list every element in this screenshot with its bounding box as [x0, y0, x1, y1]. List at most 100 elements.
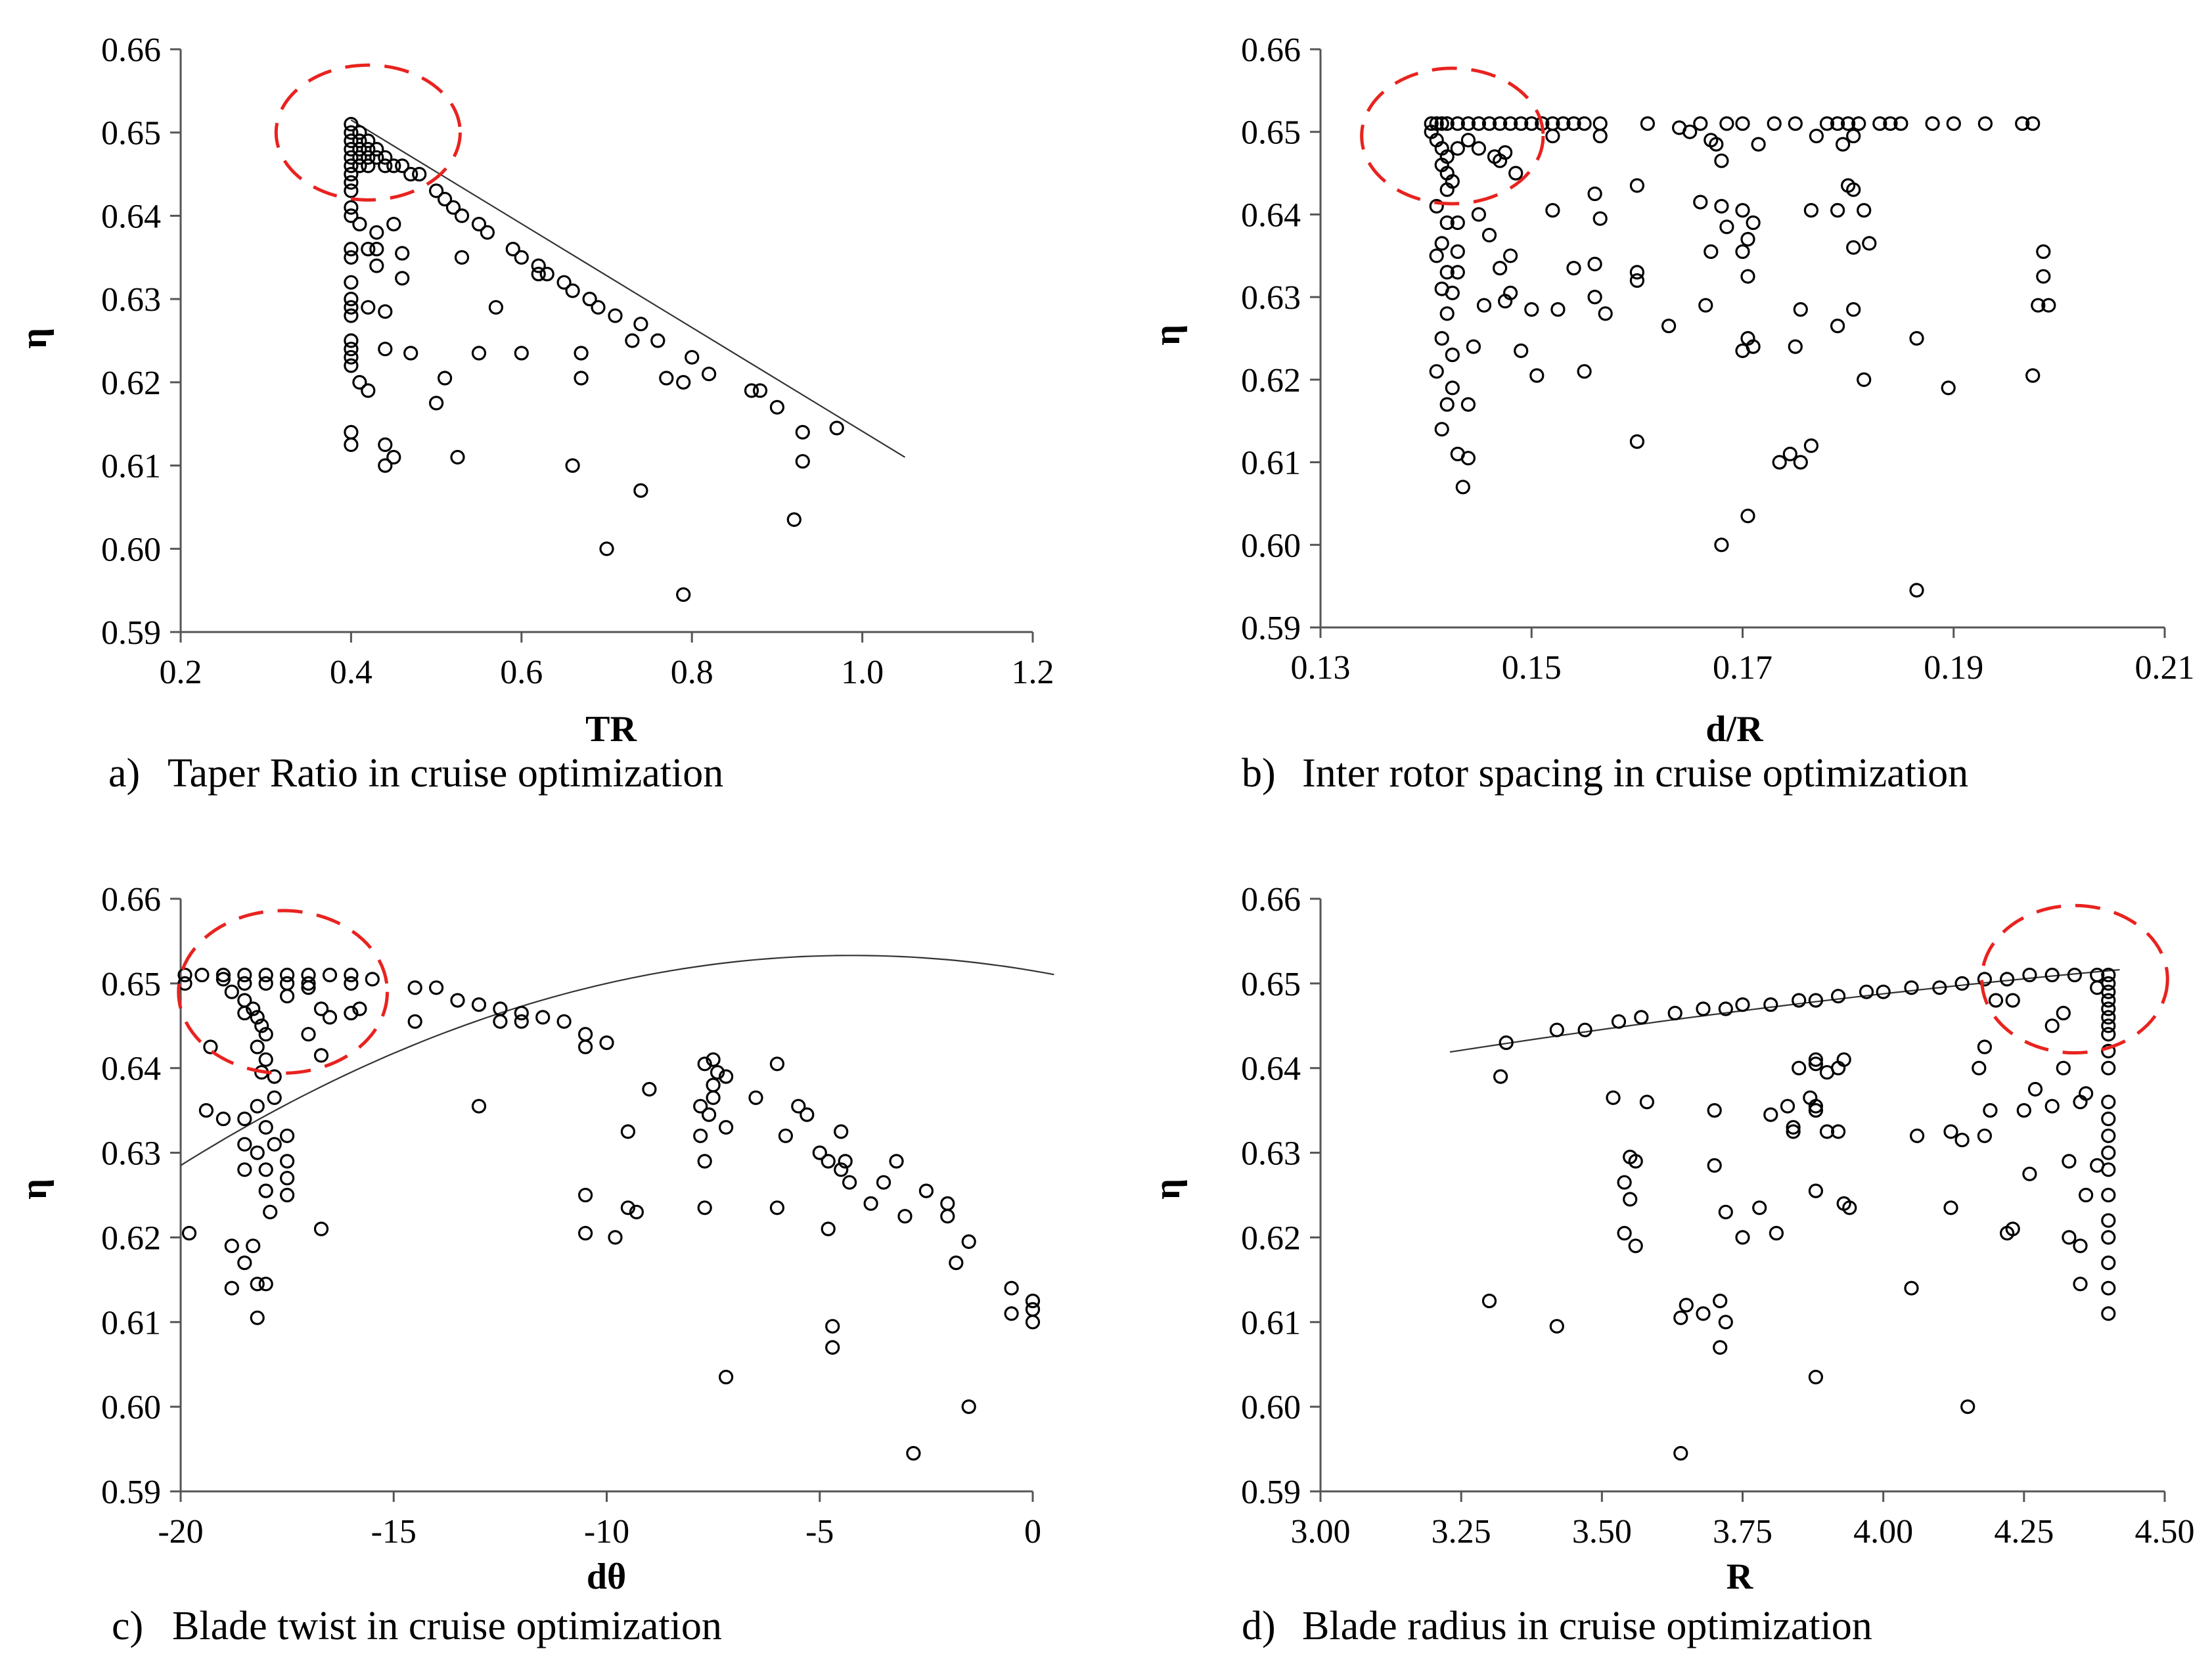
- panel-b-data-point: [1587, 186, 1602, 202]
- panel-b-data-point: [1450, 265, 1465, 280]
- panel-a-data-point: [352, 125, 367, 140]
- panel-c-data-point: [313, 1001, 329, 1016]
- panel-b-y-tick-label: 0.63: [1241, 279, 1301, 317]
- panel-c-data-point: [577, 1187, 593, 1203]
- panel-c-data-point: [889, 1154, 904, 1169]
- panel-c-data-point: [344, 976, 359, 991]
- panel-b-data-point: [1476, 298, 1492, 313]
- panel-c-data-point: [693, 1098, 708, 1114]
- panel-a-data-point: [471, 346, 487, 361]
- panel-a-data-point: [344, 437, 359, 453]
- panel-a-data-point: [378, 437, 393, 453]
- panel-a-data-point: [344, 158, 359, 173]
- panel-c-data-point: [258, 967, 273, 983]
- panel-c-data-point: [1025, 1302, 1041, 1317]
- panel-a-data-point: [344, 133, 359, 148]
- panel-b-data-point: [1740, 232, 1755, 247]
- panel-c-data-point: [718, 1069, 734, 1084]
- panel-c-y-tick-label: 0.59: [101, 1474, 161, 1511]
- panel-d-data-point: [2005, 993, 2020, 1008]
- panel-c-data-point: [961, 1399, 976, 1415]
- panel-d-data-point: [1876, 984, 1891, 999]
- panel-d-data-point: [1808, 1183, 1823, 1198]
- panel-b-data-point: [1460, 397, 1476, 412]
- panel-d-data-point: [1808, 1369, 1823, 1385]
- panel-d-data-point: [1988, 993, 2004, 1008]
- panel-a-data-point: [659, 371, 674, 386]
- panel-c-data-point: [280, 1171, 295, 1186]
- panel-a-data-point: [633, 317, 648, 332]
- panel-a-data-point: [344, 350, 359, 365]
- panel-b-data-point: [1735, 116, 1750, 131]
- panel-b-data-point: [1788, 339, 1803, 354]
- panel-b-data-point: [1439, 215, 1455, 231]
- panel-a-data-point: [361, 150, 376, 165]
- panel-c-data-point: [250, 1039, 265, 1054]
- panel-c-y-tick-label: 0.63: [101, 1135, 161, 1173]
- panel-b-data-point: [1793, 302, 1808, 317]
- panel-c-data-point: [949, 1255, 964, 1271]
- panel-a-data-point: [378, 158, 393, 173]
- panel-b-data-point: [1872, 116, 1887, 131]
- panel-b-data-point: [1704, 244, 1719, 260]
- panel-c-data-point: [629, 1204, 644, 1219]
- panel-d-data-point: [2000, 1225, 2015, 1241]
- panel-b-data-point: [1429, 248, 1444, 263]
- panel-d-data-point: [2062, 1230, 2077, 1245]
- panel-c-data-point: [365, 972, 380, 987]
- panel-b-x-tick-label: 0.19: [1924, 649, 1983, 687]
- panel-d-data-point: [1792, 993, 1807, 1008]
- panel-c-data-point: [407, 980, 422, 995]
- panel-b-data-point: [1809, 128, 1824, 144]
- panel-b-data-point: [1424, 116, 1439, 131]
- panel-d-data-point: [1808, 1056, 1823, 1072]
- panel-d-data-point: [1713, 1340, 1728, 1355]
- panel-b-data-point: [1883, 116, 1898, 131]
- panel-d-data-point: [1623, 1192, 1638, 1207]
- panel-c-data-point: [897, 1209, 913, 1224]
- panel-d-y-tick-label: 0.65: [1241, 966, 1301, 1003]
- panel-d-data-point: [1904, 980, 1919, 995]
- panel-d-data-point: [1792, 1060, 1807, 1076]
- panel-d-data-point: [1943, 1200, 1958, 1215]
- panel-c-y-tick-label: 0.61: [101, 1304, 161, 1342]
- panel-c-caption: Blade twist in cruise optimization: [172, 1604, 722, 1648]
- panel-c-data-point: [940, 1209, 955, 1224]
- panel-d-data-point: [1493, 1069, 1508, 1084]
- panel-c-trendline: [180, 955, 1054, 1166]
- panel-b-data-point: [1439, 306, 1455, 321]
- panel-c-data-point: [237, 1005, 252, 1021]
- panel-b-data-point: [1434, 116, 1449, 131]
- panel-b-data-point: [2041, 298, 2056, 313]
- panel-a-data-point: [539, 267, 554, 282]
- panel-d-data-point: [1696, 1001, 1711, 1016]
- panel-d-data-point: [1673, 1310, 1688, 1325]
- panel-b-y-axis-label: η: [1147, 325, 1188, 346]
- panel-a-data-point: [386, 158, 401, 173]
- panel-c-data-point: [203, 1039, 218, 1054]
- panel-c-data-point: [493, 1014, 508, 1029]
- panel-c-data-point: [825, 1340, 840, 1355]
- panel-c-y-tick-label: 0.64: [101, 1051, 161, 1088]
- panel-b-data-point: [1556, 116, 1571, 131]
- panel-b-data-point: [1471, 141, 1486, 156]
- panel-b-data-point: [1714, 537, 1729, 553]
- panel-b: 0.59 0.60 0.61 0.62 0.63 0.64 0.65 0.66 0.13 0.15…: [1147, 32, 2195, 796]
- panel-b-y-tick-label: 0.62: [1241, 362, 1301, 399]
- panel-c-data-point: [407, 1014, 422, 1029]
- panel-d-y-tick-label: 0.66: [1241, 881, 1301, 918]
- panel-c-data-point: [718, 1120, 734, 1135]
- panel-d-data-point: [1752, 1200, 1767, 1215]
- panel-b-data-point: [1714, 153, 1729, 168]
- panel-d-x-tick-label: 4.25: [1994, 1513, 2054, 1551]
- panel-d-data-point: [1735, 1230, 1750, 1245]
- panel-b-x-tick-label: 0.17: [1713, 649, 1772, 687]
- panel-b-data-point: [1524, 116, 1539, 131]
- panel-c-data-point: [769, 1056, 785, 1072]
- panel-a-data-point: [769, 399, 785, 415]
- panel-c-data-point: [697, 1154, 712, 1169]
- panel-d-data-point: [2101, 1111, 2116, 1127]
- panel-d-caption-prefix: d): [1242, 1604, 1276, 1648]
- panel-a-data-point: [344, 300, 359, 315]
- panel-a-data-point: [344, 333, 359, 348]
